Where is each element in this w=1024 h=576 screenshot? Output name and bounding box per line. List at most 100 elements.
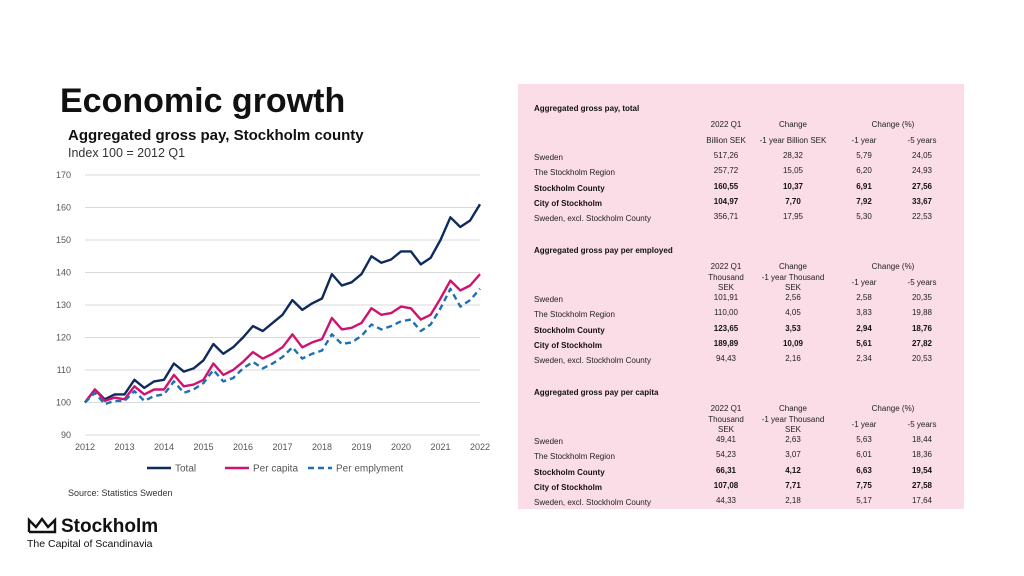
cell-value: 5,17: [856, 496, 872, 506]
legend-label: Per emplyment: [336, 464, 403, 475]
x-tick-label: 2021: [430, 442, 450, 452]
col-subheader: -1 year: [851, 420, 877, 429]
col-subheader: -5 years: [907, 136, 937, 145]
cell-value: 7,70: [785, 196, 801, 206]
line-chart: 90 100 110 120 130 140 150 160 170 2012 2013 2014 20…: [56, 170, 490, 475]
cell-value: 3,53: [785, 323, 801, 333]
cell-value: 6,20: [856, 166, 872, 176]
cell-value: 2,56: [785, 293, 801, 302]
series-line-per-emplyment: [84, 287, 481, 406]
y-tick-label: 100: [56, 398, 71, 408]
cell-value: 19,54: [911, 465, 933, 475]
cell-value: 123,65: [713, 323, 739, 333]
row-label: City of Stockholm: [534, 198, 603, 208]
x-tick-label: 2018: [312, 442, 332, 452]
col-subheader: -5 years: [907, 420, 937, 429]
y-tick-label: 160: [56, 203, 71, 213]
cell-value: 33,67: [911, 196, 933, 206]
cell-value: 7,71: [785, 480, 801, 490]
cell-value: 94,43: [715, 354, 737, 364]
cell-value: 2,63: [785, 435, 801, 444]
x-tick-label: 2019: [351, 442, 371, 452]
cell-value: 3,83: [856, 308, 872, 318]
index-note: Index 100 = 2012 Q1: [68, 146, 186, 160]
col-header: Change: [778, 120, 808, 129]
stockholm-logo: Stockholm The Capital of Scandinavia: [27, 516, 158, 550]
row-label: The Stockholm Region: [534, 310, 615, 320]
cell-value: 2,16: [785, 354, 801, 364]
cell-value: 44,33: [715, 496, 737, 506]
cell-value: 27,58: [911, 480, 933, 490]
y-tick-label: 170: [56, 170, 71, 180]
col-header: Change (%): [871, 120, 915, 129]
col-header: Change (%): [871, 262, 915, 271]
cell-value: 24,05: [911, 151, 933, 160]
col-subheader: -1 year: [851, 278, 877, 287]
chart-subtitle: Aggregated gross pay, Stockholm county: [68, 127, 364, 144]
x-tick-label: 2017: [272, 442, 292, 452]
row-label: City of Stockholm: [534, 340, 603, 350]
cell-value: 104,97: [713, 196, 739, 206]
y-tick-label: 90: [61, 430, 71, 440]
cell-value: 5,61: [856, 338, 872, 348]
row-label: City of Stockholm: [534, 482, 603, 492]
source-note: Source: Statistics Sweden: [68, 488, 173, 498]
row-label: Sweden: [534, 153, 563, 162]
cell-value: 107,08: [713, 480, 739, 490]
cell-value: 54,23: [715, 450, 737, 460]
x-tick-label: 2020: [391, 442, 411, 452]
table-title: Aggregated gross pay per employed: [534, 246, 673, 255]
table-title: Aggregated gross pay, total: [534, 104, 640, 113]
cell-value: 20,53: [911, 354, 933, 364]
cell-value: 22,53: [911, 212, 933, 222]
x-tick-label: 2012: [75, 442, 95, 452]
col-header: Change: [778, 262, 808, 271]
cell-value: 24,93: [911, 166, 933, 176]
y-tick-label: 130: [56, 300, 71, 310]
cell-value: 2,94: [856, 323, 872, 333]
row-label: Stockholm County: [534, 325, 605, 335]
cell-value: 27,56: [911, 181, 933, 191]
cell-value: 28,32: [782, 151, 804, 160]
col-header: 2022 Q1: [710, 120, 742, 129]
cell-value: 18,44: [911, 435, 933, 444]
row-label: Sweden, excl. Stockholm County: [534, 214, 651, 224]
logo-name: Stockholm: [61, 516, 159, 537]
series-line-total: [84, 203, 482, 404]
col-header: Change: [778, 404, 808, 413]
cell-value: 19,88: [911, 308, 933, 318]
row-label: Stockholm County: [534, 183, 605, 193]
series-line-per-capita: [84, 273, 481, 404]
cell-value: 5,63: [856, 435, 872, 444]
col-subheader: Billion SEK: [706, 136, 746, 145]
cell-value: 257,72: [713, 166, 739, 176]
y-tick-label: 110: [57, 365, 71, 375]
table-title: Aggregated gross pay per capita: [534, 388, 659, 397]
legend-label: Total: [175, 464, 196, 475]
legend-label: Per capita: [253, 464, 298, 475]
cell-value: 110,00: [714, 308, 738, 318]
cell-value: 2,58: [856, 293, 872, 302]
crown-icon: [27, 517, 57, 534]
row-label: Sweden: [534, 437, 563, 446]
cell-value: 6,91: [856, 181, 872, 191]
row-label: The Stockholm Region: [534, 168, 615, 178]
cell-value: 356,71: [713, 212, 739, 222]
cell-value: 2,18: [785, 496, 801, 506]
cell-value: 5,30: [856, 212, 872, 222]
cell-value: 189,89: [713, 338, 739, 348]
col-subheader: -5 years: [907, 278, 937, 287]
cell-value: 7,92: [856, 196, 872, 206]
x-tick-label: 2014: [154, 442, 174, 452]
cell-value: 15,05: [782, 166, 804, 176]
col-subheader: -1 year Thousand SEK: [761, 415, 825, 434]
col-subheader: -1 year Billion SEK: [759, 136, 827, 145]
y-tick-label: 120: [56, 333, 71, 343]
col-header: 2022 Q1: [710, 404, 742, 413]
row-label: Sweden, excl. Stockholm County: [534, 356, 651, 366]
x-tick-label: 2022: [470, 442, 490, 452]
page-title: Economic growth: [60, 82, 346, 120]
logo-tagline: The Capital of Scandinavia: [27, 538, 153, 550]
statistics-panel: Aggregated gross pay, total 2022 Q1 Change…: [518, 84, 964, 509]
cell-value: 20,35: [911, 293, 933, 302]
